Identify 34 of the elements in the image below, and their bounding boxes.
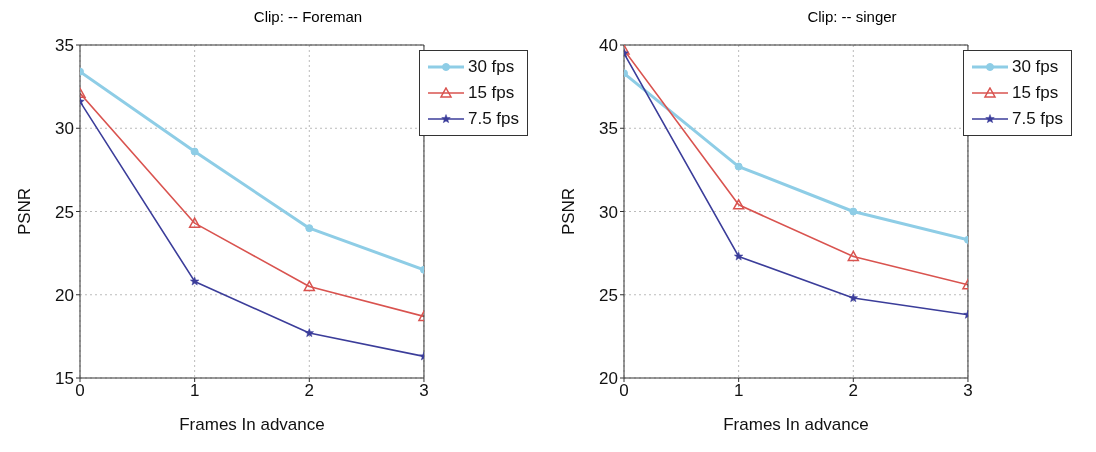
legend-label: 15 fps [1011,82,1059,104]
y-tick-label: 25 [55,202,74,222]
y-tick-label: 20 [55,285,74,305]
chart-title: Clip: -- singer [806,8,898,27]
legend-label: 7.5 fps [467,108,519,130]
point [190,147,199,156]
legend-label: 30 fps [1011,56,1059,78]
point [305,224,314,233]
legend-label: 7.5 fps [1011,108,1063,130]
y-tick-label: 35 [55,36,74,56]
y-axis-title: PSNR [15,187,35,236]
x-tick-label: 1 [733,381,744,401]
x-tick-label: 0 [619,381,629,401]
point [849,207,858,216]
y-tick-label: 30 [599,202,618,222]
chart-title: Clip: -- Foreman [252,8,364,27]
point [734,162,743,171]
x-tick-label: 2 [848,381,859,401]
y-tick-label: 40 [599,36,618,56]
x-tick-label: 1 [189,381,200,401]
x-tick-label: 2 [304,381,315,401]
y-axis-title: PSNR [559,187,579,236]
x-tick-label: 0 [75,381,85,401]
y-tick-label: 15 [55,369,74,389]
x-axis-title: Frames In advance [723,415,869,434]
y-tick-label: 35 [599,119,618,139]
legend-label: 15 fps [467,82,515,104]
y-tick-label: 20 [599,369,618,389]
y-tick-label: 25 [599,285,618,305]
legend-label: 30 fps [467,56,515,78]
x-tick-label: 3 [963,381,973,401]
x-tick-label: 3 [419,381,429,401]
y-tick-label: 30 [55,119,74,139]
x-axis-title: Frames In advance [179,415,325,434]
